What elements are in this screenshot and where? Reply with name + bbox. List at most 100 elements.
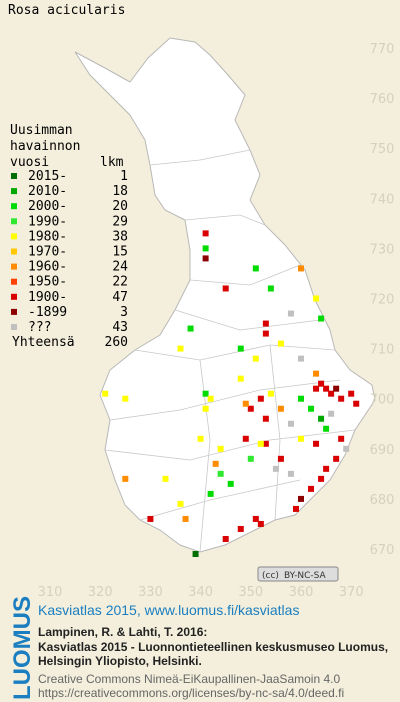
legend-count-header: lkm <box>100 155 124 170</box>
legend-heading: vuosi <box>10 155 49 170</box>
occurrence-square <box>318 475 325 482</box>
legend-total-label: Yhteensä <box>12 335 75 350</box>
occurrence-square <box>162 475 169 482</box>
occurrence-square <box>298 435 304 442</box>
occurrence-square <box>328 410 335 417</box>
legend-label: 1980- <box>28 229 67 244</box>
occurrence-square <box>122 475 129 482</box>
occurrence-square <box>277 455 284 462</box>
x-tick-label: 370 <box>339 585 364 600</box>
occurrence-square <box>298 395 304 402</box>
occurrence-square <box>247 405 254 412</box>
occurrence-square <box>262 440 269 447</box>
legend-swatch <box>11 233 17 240</box>
occurrence-square <box>298 355 304 362</box>
occurrence-square <box>237 345 244 352</box>
legend-count: 20 <box>112 199 128 214</box>
legend-count: 18 <box>112 184 128 199</box>
legend-label: 1960- <box>28 260 67 275</box>
occurrence-square <box>217 445 224 452</box>
occurrence-square <box>257 395 264 402</box>
occurrence-square <box>202 230 209 237</box>
x-tick-label: 350 <box>238 585 263 600</box>
x-tick-label: 320 <box>88 585 113 600</box>
occurrence-square <box>257 520 264 527</box>
x-tick-label: 340 <box>188 585 213 600</box>
occurrence-square <box>197 435 204 442</box>
occurrence-square <box>252 355 259 362</box>
occurrence-square <box>323 385 330 392</box>
occurrence-square <box>237 525 244 532</box>
occurrence-square <box>313 440 320 447</box>
legend-count: 24 <box>112 260 128 275</box>
occurrence-square <box>242 400 249 407</box>
y-tick-label: 670 <box>370 543 395 558</box>
occurrence-square <box>182 515 189 522</box>
legend-swatch <box>11 308 17 315</box>
occurrence-square <box>308 485 315 492</box>
occurrence-square <box>277 340 284 347</box>
occurrence-square <box>338 435 345 442</box>
occurrence-square <box>202 390 209 397</box>
legend-label: ??? <box>28 320 51 335</box>
occurrence-square <box>102 390 109 397</box>
cc-icon: (cc) <box>262 571 279 581</box>
occurrence-square <box>222 285 229 292</box>
occurrence-square <box>338 395 345 402</box>
legend-label: 2000- <box>28 199 67 214</box>
y-tick-label: 690 <box>370 443 395 458</box>
occurrence-square <box>262 320 269 327</box>
occurrence-square <box>192 551 199 558</box>
legend-swatch <box>11 278 17 285</box>
legend-swatch <box>11 173 17 179</box>
legend-swatch <box>11 324 17 330</box>
occurrence-square <box>313 370 320 377</box>
legend-swatch <box>11 188 17 195</box>
legend-count: 29 <box>112 214 128 229</box>
occurrence-square <box>292 505 299 512</box>
occurrence-square <box>247 455 254 462</box>
license: https://creativecommons.org/licenses/by-… <box>38 686 344 700</box>
occurrence-square <box>177 345 184 352</box>
occurrence-square <box>287 470 294 477</box>
occurrence-square <box>318 380 325 387</box>
occurrence-square <box>267 390 274 397</box>
occurrence-square <box>222 535 229 542</box>
occurrence-square <box>252 265 259 272</box>
brand: LUOMUS <box>9 596 36 700</box>
occurrence-square <box>308 405 315 412</box>
occurrence-square <box>242 435 249 442</box>
occurrence-square <box>207 395 214 402</box>
occurrence-square <box>328 390 335 397</box>
occurrence-square <box>318 315 325 322</box>
legend-swatch <box>11 293 17 300</box>
occurrence-square <box>333 455 340 462</box>
occurrence-square <box>262 415 269 422</box>
legend-total: 260 <box>105 335 128 350</box>
occurrence-square <box>257 440 264 447</box>
legend-swatch <box>11 218 17 225</box>
occurrence-square <box>262 330 269 337</box>
legend-label: -1899 <box>28 305 67 320</box>
occurrence-square <box>187 325 194 332</box>
x-tick-label: 360 <box>289 585 314 600</box>
cc-badge <box>257 566 339 582</box>
occurrence-square <box>298 495 304 502</box>
legend-swatch <box>11 248 17 255</box>
cc-badge-label: BY-NC-SA <box>284 571 327 581</box>
citation: Lampinen, R. & Lahti, T. 2016: <box>38 625 207 639</box>
occurrence-square <box>177 500 184 507</box>
y-tick-label: 680 <box>370 493 395 508</box>
y-tick-label: 770 <box>370 42 395 57</box>
legend-label: 2010- <box>28 184 67 199</box>
legend-swatch <box>11 263 17 270</box>
legend-heading: Uusimman <box>10 123 73 138</box>
occurrence-square <box>252 515 259 522</box>
license: Creative Commons Nimeä-EiKaupallinen-Jaa… <box>38 672 340 686</box>
x-tick-label: 330 <box>138 585 163 600</box>
y-tick-label: 750 <box>370 142 395 157</box>
occurrence-square <box>287 420 294 427</box>
legend-count: 22 <box>112 275 128 290</box>
occurrence-square <box>267 285 274 292</box>
region-borders <box>104 149 356 553</box>
